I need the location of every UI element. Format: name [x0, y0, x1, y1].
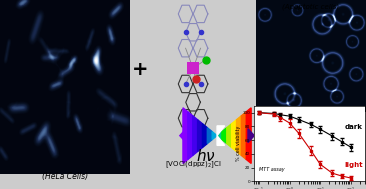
- Text: (HeLa Cells): (HeLa Cells): [42, 172, 88, 181]
- Polygon shape: [217, 126, 225, 136]
- Y-axis label: % cell viability: % cell viability: [236, 126, 241, 161]
- Polygon shape: [198, 120, 202, 152]
- Polygon shape: [227, 124, 232, 148]
- Polygon shape: [202, 124, 207, 148]
- Polygon shape: [183, 108, 188, 163]
- Polygon shape: [246, 108, 251, 163]
- Polygon shape: [222, 128, 227, 144]
- Text: [VOCl(dppz)$_2$]Cl: [VOCl(dppz)$_2$]Cl: [165, 160, 221, 170]
- Polygon shape: [193, 116, 198, 156]
- Text: light: light: [344, 162, 363, 168]
- Polygon shape: [207, 128, 212, 144]
- Text: MTT assay: MTT assay: [259, 167, 284, 172]
- Polygon shape: [232, 120, 236, 152]
- Polygon shape: [212, 132, 217, 140]
- Text: +: +: [132, 60, 148, 79]
- Polygon shape: [217, 132, 222, 140]
- Text: dark: dark: [345, 124, 363, 130]
- Polygon shape: [242, 112, 246, 160]
- Polygon shape: [236, 116, 242, 156]
- Polygon shape: [180, 129, 186, 143]
- Polygon shape: [248, 129, 254, 143]
- Polygon shape: [217, 136, 225, 145]
- Text: $h\nu$: $h\nu$: [196, 149, 216, 164]
- Polygon shape: [188, 112, 193, 160]
- Text: (Apoptotic cells): (Apoptotic cells): [282, 3, 339, 10]
